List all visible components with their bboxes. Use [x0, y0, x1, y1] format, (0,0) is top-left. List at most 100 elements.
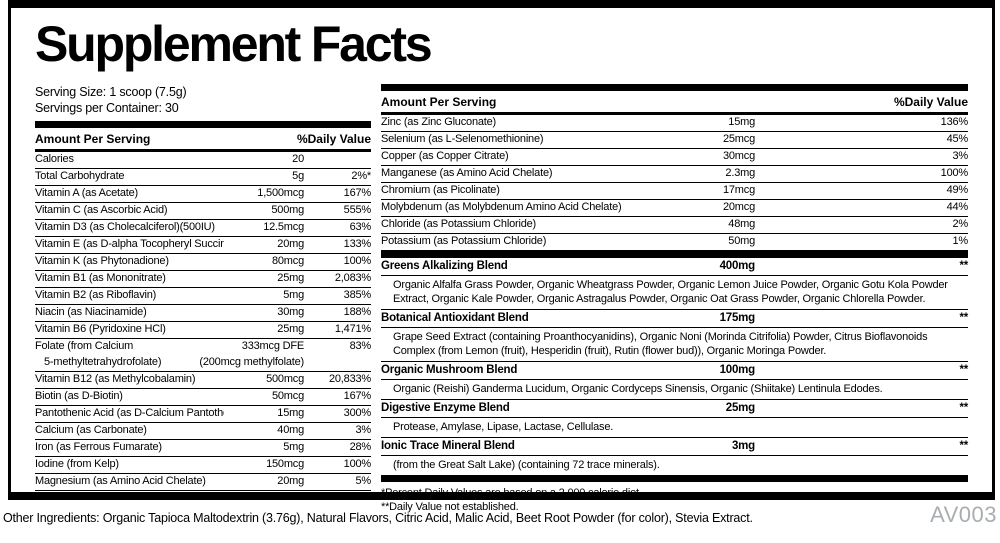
table-row: Potassium (as Potassium Chloride) 50mg 1% [381, 234, 968, 251]
nutrient-daily-value: 3% [355, 424, 372, 436]
blend-ingredients: Grape Seed Extract (containing Proanthoc… [393, 330, 928, 357]
table-row: Vitamin K (as Phytonadione) 80mcg 100% [35, 254, 371, 271]
nutrient-amount: 5g [292, 170, 304, 182]
label-code: AV003 [930, 502, 997, 527]
left-column: Serving Size: 1 scoop (7.5g) Servings pe… [35, 84, 371, 515]
other-ingredients: Other Ingredients: Organic Tapioca Malto… [3, 511, 753, 525]
nutrient-name: Zinc (as Zinc Gluconate) [381, 116, 497, 128]
left-nutrient-table: Calories 20 Total Carbohydrate 5g 2%* Vitamin… [35, 152, 371, 491]
nutrient-amount: 5mg [283, 289, 304, 301]
table-row: Vitamin A (as Acetate) 1,500mcg 167% [35, 186, 371, 203]
nutrient-daily-value: 188% [343, 306, 372, 318]
nutrient-amount: 20mg [277, 475, 304, 487]
blend-daily-value: ** [959, 260, 968, 272]
table-row: Vitamin E (as D-alpha Tocopheryl Succina… [35, 237, 371, 254]
left-table-header: Amount Per Serving %Daily Value [35, 130, 371, 152]
blend-amount: 175mg [719, 312, 756, 324]
blend-ingredients: Organic (Reishi) Ganderma Lucidum, Organ… [393, 382, 883, 395]
table-row: Vitamin B1 (as Mononitrate) 25mg 2,083% [35, 271, 371, 288]
nutrient-name: Molybdenum (as Molybdenum Amino Acid Che… [381, 201, 622, 213]
nutrient-name: Vitamin B12 (as Methylcobalamin) [35, 373, 196, 385]
nutrient-amount: 20 [292, 153, 304, 165]
nutrient-amount: 15mg [728, 116, 755, 128]
blend-amount: 400mg [719, 260, 756, 272]
nutrient-amount: 2.3mg [725, 167, 755, 179]
blend-daily-value: ** [959, 440, 968, 452]
nutrient-amount: 333mcg DFE [241, 340, 304, 352]
thick-divider-bar [381, 83, 968, 91]
nutrient-amount-line2: (200mcg methylfolate) [199, 356, 304, 368]
table-row: Vitamin B6 (Pyridoxine HCl) 25mg 1,471% [35, 322, 371, 339]
nutrient-amount: 30mg [277, 306, 304, 318]
nutrient-daily-value: 1,471% [334, 323, 371, 335]
blend-section: Ionic Trace Mineral Blend 3mg ** (from the … [381, 436, 968, 475]
table-row: Vitamin B2 (as Riboflavin) 5mg 385% [35, 288, 371, 305]
nutrient-amount: 50mg [728, 235, 755, 247]
nutrient-amount: 500mg [271, 204, 304, 216]
supplement-facts-panel: Supplement Facts Serving Size: 1 scoop (… [8, 0, 995, 513]
blend-ingredients: Organic Alfalfa Grass Powder, Organic Wh… [393, 278, 948, 305]
blend-amount: 3mg [731, 440, 755, 452]
table-row: Magnesium (as Amino Acid Chelate) 20mg 5% [35, 474, 371, 491]
nutrient-name: Potassium (as Potassium Chloride) [381, 235, 547, 247]
nutrient-daily-value: 1% [952, 235, 969, 247]
nutrient-daily-value: 5% [355, 475, 372, 487]
nutrient-amount: 25mg [277, 272, 304, 284]
daily-value-label: %Daily Value [893, 94, 968, 109]
nutrient-name: Vitamin C (as Ascorbic Acid) [35, 204, 168, 216]
blend-name: Organic Mushroom Blend [381, 364, 518, 376]
nutrient-amount: 48mg [728, 218, 755, 230]
nutrient-name: Biotin (as D-Biotin) [35, 390, 123, 402]
nutrient-amount: 25mcg [722, 133, 755, 145]
nutrient-name: Niacin (as Niacinamide) [35, 306, 147, 318]
nutrient-name: Vitamin D3 (as Cholecalciferol)(500IU) [35, 221, 215, 233]
table-row: Vitamin C (as Ascorbic Acid) 500mg 555% [35, 203, 371, 220]
blend-section: Digestive Enzyme Blend 25mg ** Protease, Am… [381, 398, 968, 437]
table-row: Manganese (as Amino Acid Chelate) 2.3mg 10… [381, 166, 968, 183]
nutrient-name: Copper (as Copper Citrate) [381, 150, 509, 162]
nutrient-daily-value: 3% [952, 150, 969, 162]
nutrient-name: Folate (from Calcium [35, 340, 134, 352]
table-row: Calcium (as Carbonate) 40mg 3% [35, 423, 371, 440]
serving-size: Serving Size: 1 scoop (7.5g) [35, 84, 187, 99]
nutrient-name: Vitamin B6 (Pyridoxine HCl) [35, 323, 166, 335]
nutrient-daily-value: 45% [946, 133, 969, 145]
nutrient-amount: 17mcg [722, 184, 755, 196]
nutrient-daily-value: 136% [940, 116, 969, 128]
table-row: Pantothenic Acid (as D-Calcium Pantothen… [35, 406, 371, 423]
nutrient-amount: 1,500mcg [257, 187, 304, 199]
nutrient-name: Chloride (as Potassium Chloride) [381, 218, 536, 230]
nutrient-daily-value: 385% [343, 289, 372, 301]
blends-section: Greens Alkalizing Blend 400mg ** Organic Al… [381, 258, 968, 475]
table-row: Selenium (as L-Selenomethionine) 25mcg 45% [381, 132, 968, 149]
nutrient-name: Calories [35, 153, 74, 165]
blend-header-row: Botanical Antioxidant Blend 175mg ** [381, 310, 968, 328]
blend-header-row: Digestive Enzyme Blend 25mg ** [381, 400, 968, 418]
nutrient-name: Vitamin K (as Phytonadione) [35, 255, 169, 267]
blend-section: Greens Alkalizing Blend 400mg ** Organic Al… [381, 258, 968, 309]
blend-name: Ionic Trace Mineral Blend [381, 440, 515, 452]
table-row: Calories 20 [35, 152, 371, 169]
nutrient-daily-value: 2%* [351, 170, 371, 182]
nutrient-amount: 50mcg [271, 390, 304, 402]
nutrient-amount: 20mcg [722, 201, 755, 213]
thick-divider-bar [381, 474, 968, 482]
footnote-dv-not-established: **Daily Value not established. [381, 501, 519, 513]
blend-header-row: Ionic Trace Mineral Blend 3mg ** [381, 438, 968, 456]
amount-per-serving-label: Amount Per Serving [35, 131, 151, 146]
footnote-percent-dv: *Percent Daily Values are based on a 2,0… [381, 486, 642, 499]
blend-name: Greens Alkalizing Blend [381, 260, 508, 272]
blend-amount: 100mg [719, 364, 756, 376]
nutrient-daily-value: 49% [946, 184, 969, 196]
blend-header-row: Organic Mushroom Blend 100mg ** [381, 362, 968, 380]
blend-amount: 25mg [725, 402, 755, 414]
nutrient-amount: 20mg [277, 238, 304, 250]
nutrient-amount: 5mg [283, 441, 304, 453]
table-row: Molybdenum (as Molybdenum Amino Acid Che… [381, 200, 968, 217]
table-row: Vitamin B12 (as Methylcobalamin) 500mcg 20… [35, 372, 371, 389]
nutrient-daily-value: 167% [343, 187, 372, 199]
right-nutrient-table: Zinc (as Zinc Gluconate) 15mg 136% Selenium… [381, 115, 968, 251]
blend-daily-value: ** [959, 364, 968, 376]
amount-per-serving-label: Amount Per Serving [381, 94, 497, 109]
table-row-continuation: 5-methyltetrahydrofolate) (200mcg methylf… [35, 355, 371, 372]
